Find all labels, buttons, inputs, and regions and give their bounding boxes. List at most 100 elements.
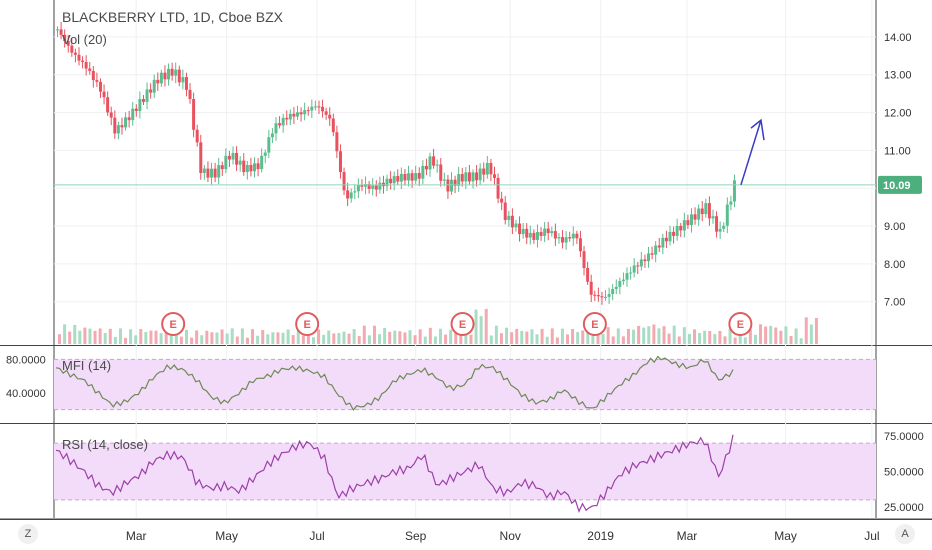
candle-body xyxy=(611,288,615,295)
candle-body xyxy=(621,279,625,282)
candle-body xyxy=(697,208,701,220)
volume-bar xyxy=(540,328,544,344)
volume-bar xyxy=(809,324,813,344)
candle-body xyxy=(249,164,253,172)
volume-bar xyxy=(428,327,432,344)
volume-bar xyxy=(286,329,290,344)
candle-body xyxy=(295,112,299,117)
volume-bar xyxy=(520,330,524,344)
price-tick-label: 9.00 xyxy=(884,221,905,233)
candle-body xyxy=(349,192,353,199)
volume-bar xyxy=(139,329,143,344)
candle-body xyxy=(174,69,178,76)
timezone-button[interactable]: Z xyxy=(18,524,38,544)
candle-body xyxy=(141,99,145,102)
volume-bar xyxy=(245,337,249,344)
volume-bar xyxy=(550,328,554,344)
candle-body xyxy=(367,184,371,189)
volume-bar xyxy=(672,325,676,344)
volume-bar xyxy=(499,333,503,344)
candle-body xyxy=(700,208,704,215)
candle-body xyxy=(399,173,403,182)
candle-body xyxy=(586,268,590,282)
candle-body xyxy=(202,168,206,174)
volume-bar xyxy=(545,336,549,344)
candle-body xyxy=(453,179,457,186)
candle-body xyxy=(206,168,210,178)
candle-body xyxy=(256,163,260,170)
volume-bar xyxy=(301,335,305,344)
candle-body xyxy=(317,106,321,108)
volume-bar xyxy=(205,330,209,344)
candle-body xyxy=(303,110,307,115)
volume-bar xyxy=(68,331,72,344)
candle-body xyxy=(532,232,536,240)
volume-bar xyxy=(576,332,580,344)
candle-body xyxy=(331,118,335,133)
candle-body xyxy=(571,233,575,239)
volume-bar xyxy=(439,328,442,344)
volume-bar xyxy=(662,326,666,344)
earnings-marker xyxy=(450,312,475,336)
mfi-line xyxy=(55,355,734,411)
candle-body xyxy=(342,172,346,191)
candle-body xyxy=(432,156,436,166)
candle-body xyxy=(442,179,446,181)
volume-bar xyxy=(413,335,417,344)
candle-body xyxy=(410,173,414,181)
volume-bar xyxy=(388,331,392,344)
candle-body xyxy=(292,113,296,117)
candle-body xyxy=(632,265,636,273)
volume-bar xyxy=(134,335,138,344)
volume-bar xyxy=(144,331,148,344)
volume-bar xyxy=(484,308,488,344)
candle-body xyxy=(163,72,167,80)
auto-scale-button[interactable]: A xyxy=(895,524,915,544)
last-price-label: 10.09 xyxy=(883,180,911,192)
volume-bar xyxy=(169,334,173,344)
candle-body xyxy=(260,155,264,170)
candle-body xyxy=(525,228,529,238)
volume-bar xyxy=(103,333,107,344)
candle-body xyxy=(596,295,600,297)
volume-bar xyxy=(327,330,331,344)
candle-body xyxy=(518,223,522,235)
volume-bar xyxy=(774,327,778,344)
volume-bar xyxy=(179,336,183,344)
volume-bar xyxy=(185,329,188,344)
rsi-tick-label: 25.0000 xyxy=(884,502,924,514)
candle-body xyxy=(167,68,171,80)
candle-body xyxy=(582,251,586,269)
volume-bar xyxy=(708,331,712,344)
candle-body xyxy=(73,52,77,55)
candle-body xyxy=(149,89,153,93)
candle-body xyxy=(664,237,668,242)
candle-body xyxy=(514,223,518,228)
volume-bar xyxy=(372,325,376,344)
candle-body xyxy=(489,162,493,175)
candle-body xyxy=(299,112,303,115)
arrow-head xyxy=(750,118,765,141)
candle-body xyxy=(389,178,393,184)
volume-bar xyxy=(276,332,280,344)
candle-body xyxy=(654,245,658,255)
rsi-line xyxy=(55,434,734,513)
x-tick-label: Mar xyxy=(677,529,698,543)
price-tick-label: 13.00 xyxy=(884,70,912,82)
earnings-marker-label: E xyxy=(737,319,744,331)
candle-body xyxy=(199,142,203,174)
volume-bar xyxy=(164,329,168,344)
candle-body xyxy=(575,233,579,239)
candle-body xyxy=(657,245,661,248)
candle-body xyxy=(360,184,364,187)
candle-body xyxy=(471,172,475,182)
volume-bar xyxy=(698,332,702,344)
volume-bar xyxy=(220,329,224,344)
candle-body xyxy=(711,216,715,219)
candle-body xyxy=(639,259,643,267)
candle-body xyxy=(84,61,88,69)
candle-body xyxy=(235,152,239,165)
candle-body xyxy=(353,191,357,193)
price-tick-label: 11.00 xyxy=(884,145,911,157)
